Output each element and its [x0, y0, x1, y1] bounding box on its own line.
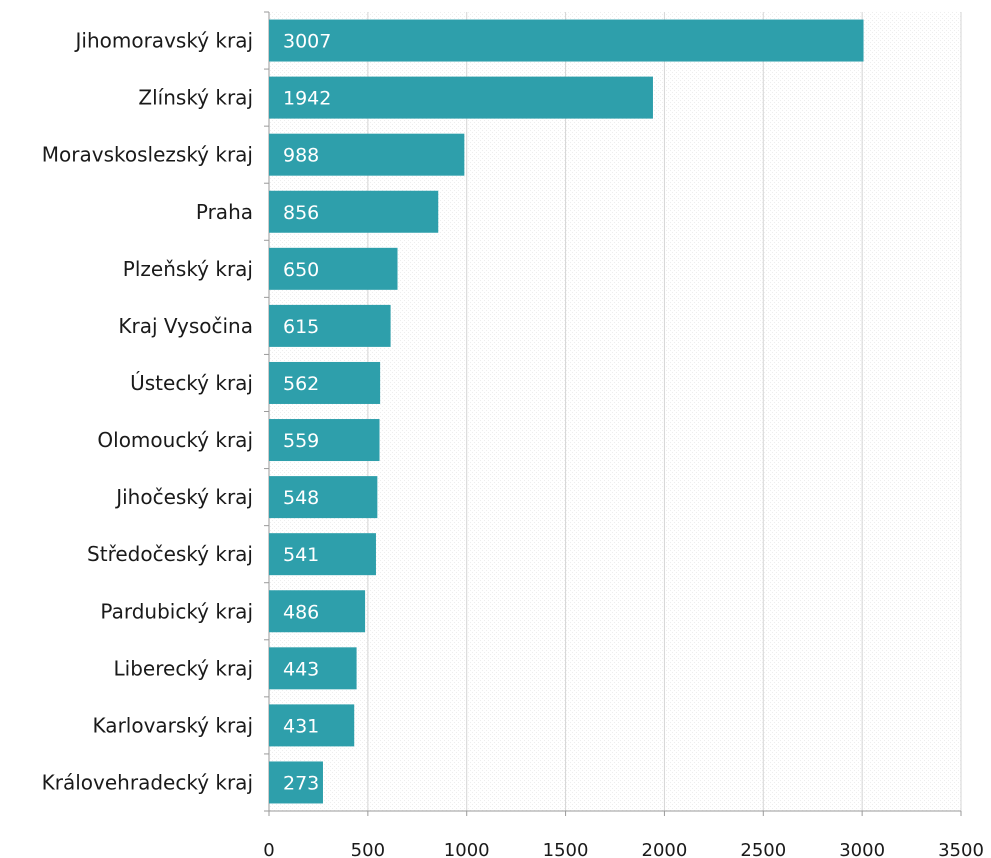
x-tick-labels: 0 500 1000 1500 2000 2500 3000 3500 — [263, 840, 984, 858]
bar-7 — [269, 361, 381, 404]
category-label-7: Ústecký kraj — [130, 371, 253, 395]
data-label-5: 650 — [283, 259, 319, 281]
category-label-1: Jihomoravský kraj — [74, 29, 254, 53]
bar-12 — [269, 647, 357, 690]
data-label-8: 559 — [283, 430, 319, 452]
data-label-3: 988 — [283, 145, 319, 167]
category-label-3: Moravskoslezský kraj — [42, 143, 253, 167]
category-label-13: Karlovarský kraj — [93, 713, 253, 737]
bar-6 — [269, 304, 391, 347]
category-label-10: Středočeský kraj — [87, 542, 253, 566]
x-tick-label-1000: 1000 — [444, 840, 490, 858]
data-label-2: 1942 — [283, 88, 331, 110]
bar-2 — [269, 76, 653, 119]
data-label-4: 856 — [283, 202, 319, 224]
bars: 3007 1942 988 856 650 615 562 559 548 541 486 443 43… — [269, 19, 864, 804]
category-label-9: Jihočeský kraj — [114, 485, 253, 509]
category-label-5: Plzeňský kraj — [123, 257, 253, 281]
x-tick-label-0: 0 — [263, 840, 274, 858]
data-label-14: 273 — [283, 772, 319, 794]
data-label-11: 486 — [283, 601, 319, 623]
bar-11 — [269, 590, 366, 633]
category-label-14: Královehradecký kraj — [42, 770, 253, 794]
category-label-4: Praha — [196, 200, 253, 224]
bar-3 — [269, 133, 465, 176]
bar-8 — [269, 419, 380, 462]
plot-area — [269, 12, 961, 811]
bar-9 — [269, 476, 378, 519]
data-label-7: 562 — [283, 373, 319, 395]
data-label-1: 3007 — [283, 31, 331, 53]
x-tick-label-2500: 2500 — [740, 840, 786, 858]
x-tick-label-2000: 2000 — [642, 840, 688, 858]
x-tick-label-1500: 1500 — [543, 840, 589, 858]
category-label-11: Pardubický kraj — [100, 599, 253, 623]
category-label-8: Olomoucký kraj — [97, 428, 253, 452]
category-labels: Jihomoravský kraj Zlínský kraj Moravskosle… — [42, 29, 253, 795]
bar-10 — [269, 533, 376, 576]
x-tick-label-3000: 3000 — [839, 840, 885, 858]
data-label-13: 431 — [283, 715, 319, 737]
bar-5 — [269, 247, 398, 290]
category-label-12: Liberecký kraj — [114, 656, 253, 680]
data-label-9: 548 — [283, 487, 319, 509]
data-label-10: 541 — [283, 544, 319, 566]
x-tick-label-3500: 3500 — [938, 840, 984, 858]
data-label-12: 443 — [283, 658, 319, 680]
bar-13 — [269, 704, 355, 747]
category-label-2: Zlínský kraj — [138, 86, 253, 110]
x-tick-label-500: 500 — [351, 840, 385, 858]
category-label-6: Kraj Vysočina — [118, 314, 253, 338]
data-label-6: 615 — [283, 316, 319, 338]
bar-4 — [269, 190, 439, 233]
grid-lines — [367, 12, 962, 811]
bar-14 — [269, 761, 323, 804]
bar-1 — [269, 19, 864, 62]
